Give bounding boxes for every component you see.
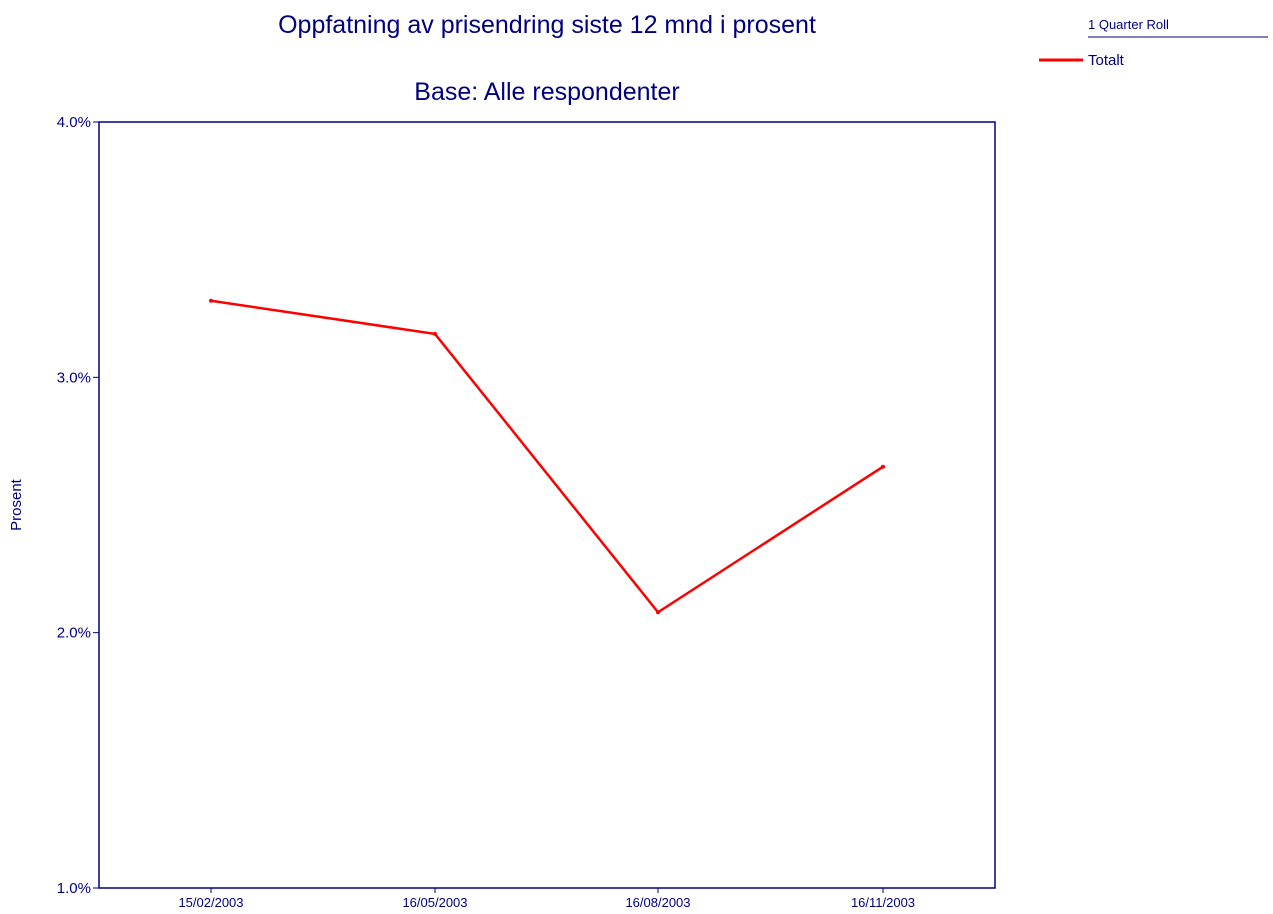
x-tick-label: 16/11/2003	[851, 895, 915, 910]
y-axis-label: Prosent	[8, 478, 25, 531]
x-tick-label: 16/08/2003	[625, 895, 690, 910]
series-layer	[209, 298, 885, 615]
data-point	[881, 464, 885, 469]
y-axis: 1.0% 2.0% 3.0% 4.0%	[57, 114, 99, 897]
plot-area	[98, 121, 996, 889]
data-point	[209, 298, 213, 303]
chart-subtitle: Base: Alle respondenter	[414, 78, 679, 106]
legend: 1 Quarter Roll Totalt	[1039, 17, 1268, 69]
series-line-totalt	[210, 299, 884, 614]
legend-title: 1 Quarter Roll	[1088, 17, 1169, 32]
y-tick-label: 1.0%	[57, 880, 91, 897]
x-axis: 15/02/2003 16/05/2003 16/08/2003 16/11/2003	[178, 888, 915, 910]
data-point	[656, 610, 660, 615]
chart-title: Oppfatning av prisendring siste 12 mnd i…	[278, 11, 816, 39]
x-tick-label: 15/02/2003	[178, 895, 243, 910]
x-tick-label: 16/05/2003	[402, 895, 467, 910]
y-tick-label: 4.0%	[57, 114, 91, 131]
y-tick-label: 2.0%	[57, 625, 91, 642]
legend-entry-totalt: Totalt	[1088, 52, 1125, 69]
y-tick-label: 3.0%	[57, 369, 91, 386]
data-point	[433, 331, 437, 336]
